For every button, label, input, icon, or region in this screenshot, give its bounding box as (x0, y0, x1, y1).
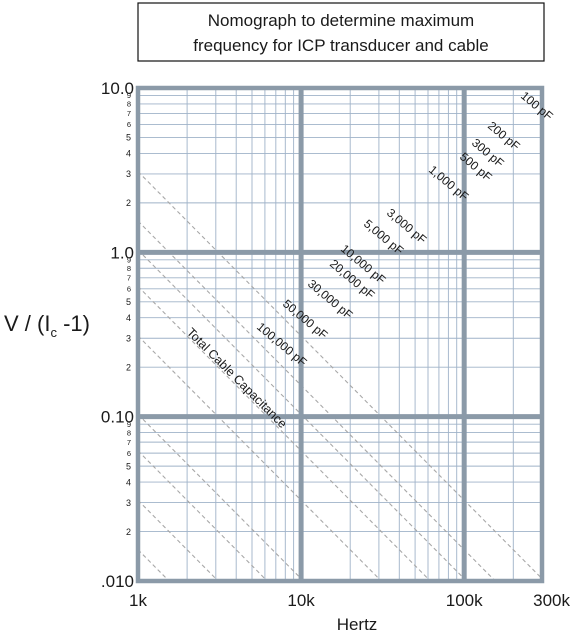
y-major-tick-label: 0.10 (101, 408, 134, 427)
capacitance-line (137, 286, 431, 582)
capacitance-line (137, 413, 304, 582)
y-minor-tick-label: 6 (127, 449, 131, 458)
y-minor-tick-label: 4 (126, 313, 131, 323)
x-tick-label: 1k (129, 591, 147, 610)
chart-title-line-1: Nomograph to determine maximum (208, 11, 474, 30)
y-minor-tick-label: 3 (126, 498, 131, 508)
capacitance-lines (137, 171, 543, 582)
capacitance-line (137, 450, 268, 582)
y-minor-tick-label: 8 (127, 264, 131, 273)
y-minor-tick-label: 6 (127, 120, 131, 129)
y-minor-tick-label: 4 (126, 477, 131, 487)
capacitance-label: 50,000 pF (280, 297, 330, 342)
y-major-tick-label: 10.0 (101, 79, 134, 98)
y-minor-tick-label: 5 (126, 133, 131, 143)
title-box (137, 2, 545, 62)
y-minor-tick-label: 5 (126, 297, 131, 307)
capacitance-line (137, 499, 219, 582)
x-tick-label: 300k (533, 591, 570, 610)
plot-frame (135, 85, 545, 584)
y-minor-tick-label: 9 (127, 420, 131, 429)
y-minor-tick-label: 5 (126, 461, 131, 471)
y-axis-label: V / (Ic -1) (4, 311, 90, 340)
major-gridlines (138, 88, 542, 581)
x-axis-ticks: 1k 10k 100k 300k (129, 591, 570, 610)
x-tick-label: 10k (287, 591, 315, 610)
y-minor-tick-label: 8 (127, 428, 131, 437)
capacitance-label: 100 pF (518, 89, 556, 124)
y-minor-tick-label: 9 (127, 91, 131, 100)
y-minor-tick-label: 7 (127, 273, 131, 282)
capacitance-line (137, 335, 382, 582)
x-axis-label: Hertz (337, 615, 378, 634)
y-minor-tick-label: 4 (126, 149, 131, 159)
y-minor-tick-label: 3 (126, 333, 131, 343)
y-major-tick-label: 1.0 (110, 243, 134, 262)
y-axis-label-subscript: c (50, 325, 57, 340)
y-minor-tick-label: 8 (127, 100, 131, 109)
y-minor-tick-label: 6 (127, 284, 131, 293)
y-major-tick-label: .010 (101, 572, 134, 591)
y-minor-tick-label: 2 (126, 527, 131, 537)
x-tick-label: 100k (446, 591, 483, 610)
y-minor-tick-label: 2 (126, 362, 131, 372)
y-minor-tick-label: 3 (126, 169, 131, 179)
capacitance-line (137, 171, 543, 580)
y-minor-tick-label: 9 (127, 256, 131, 265)
grid (138, 88, 542, 581)
y-minor-tick-label: 7 (127, 109, 131, 118)
capacitance-line (137, 549, 170, 582)
y-minor-tick-label: 7 (127, 438, 131, 447)
chart-title-line-2: frequency for ICP transducer and cable (193, 36, 488, 55)
y-minor-tick-label: 2 (126, 198, 131, 208)
capacitance-line (137, 220, 496, 582)
